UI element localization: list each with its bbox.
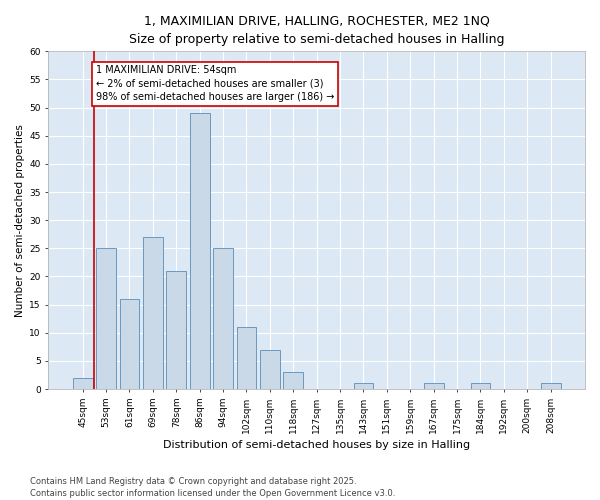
Title: 1, MAXIMILIAN DRIVE, HALLING, ROCHESTER, ME2 1NQ
Size of property relative to se: 1, MAXIMILIAN DRIVE, HALLING, ROCHESTER,… (129, 15, 505, 46)
Bar (236, 327, 256, 389)
Bar (541, 384, 560, 389)
Text: Contains HM Land Registry data © Crown copyright and database right 2025.
Contai: Contains HM Land Registry data © Crown c… (30, 476, 395, 498)
Bar (166, 271, 186, 389)
Bar (96, 248, 116, 389)
Bar (424, 384, 443, 389)
Bar (283, 372, 303, 389)
Bar (470, 384, 490, 389)
Bar (190, 113, 209, 389)
Bar (353, 384, 373, 389)
Bar (260, 350, 280, 389)
Bar (119, 299, 139, 389)
Bar (143, 237, 163, 389)
Bar (73, 378, 92, 389)
X-axis label: Distribution of semi-detached houses by size in Halling: Distribution of semi-detached houses by … (163, 440, 470, 450)
Bar (213, 248, 233, 389)
Y-axis label: Number of semi-detached properties: Number of semi-detached properties (15, 124, 25, 316)
Text: 1 MAXIMILIAN DRIVE: 54sqm
← 2% of semi-detached houses are smaller (3)
98% of se: 1 MAXIMILIAN DRIVE: 54sqm ← 2% of semi-d… (95, 66, 334, 102)
